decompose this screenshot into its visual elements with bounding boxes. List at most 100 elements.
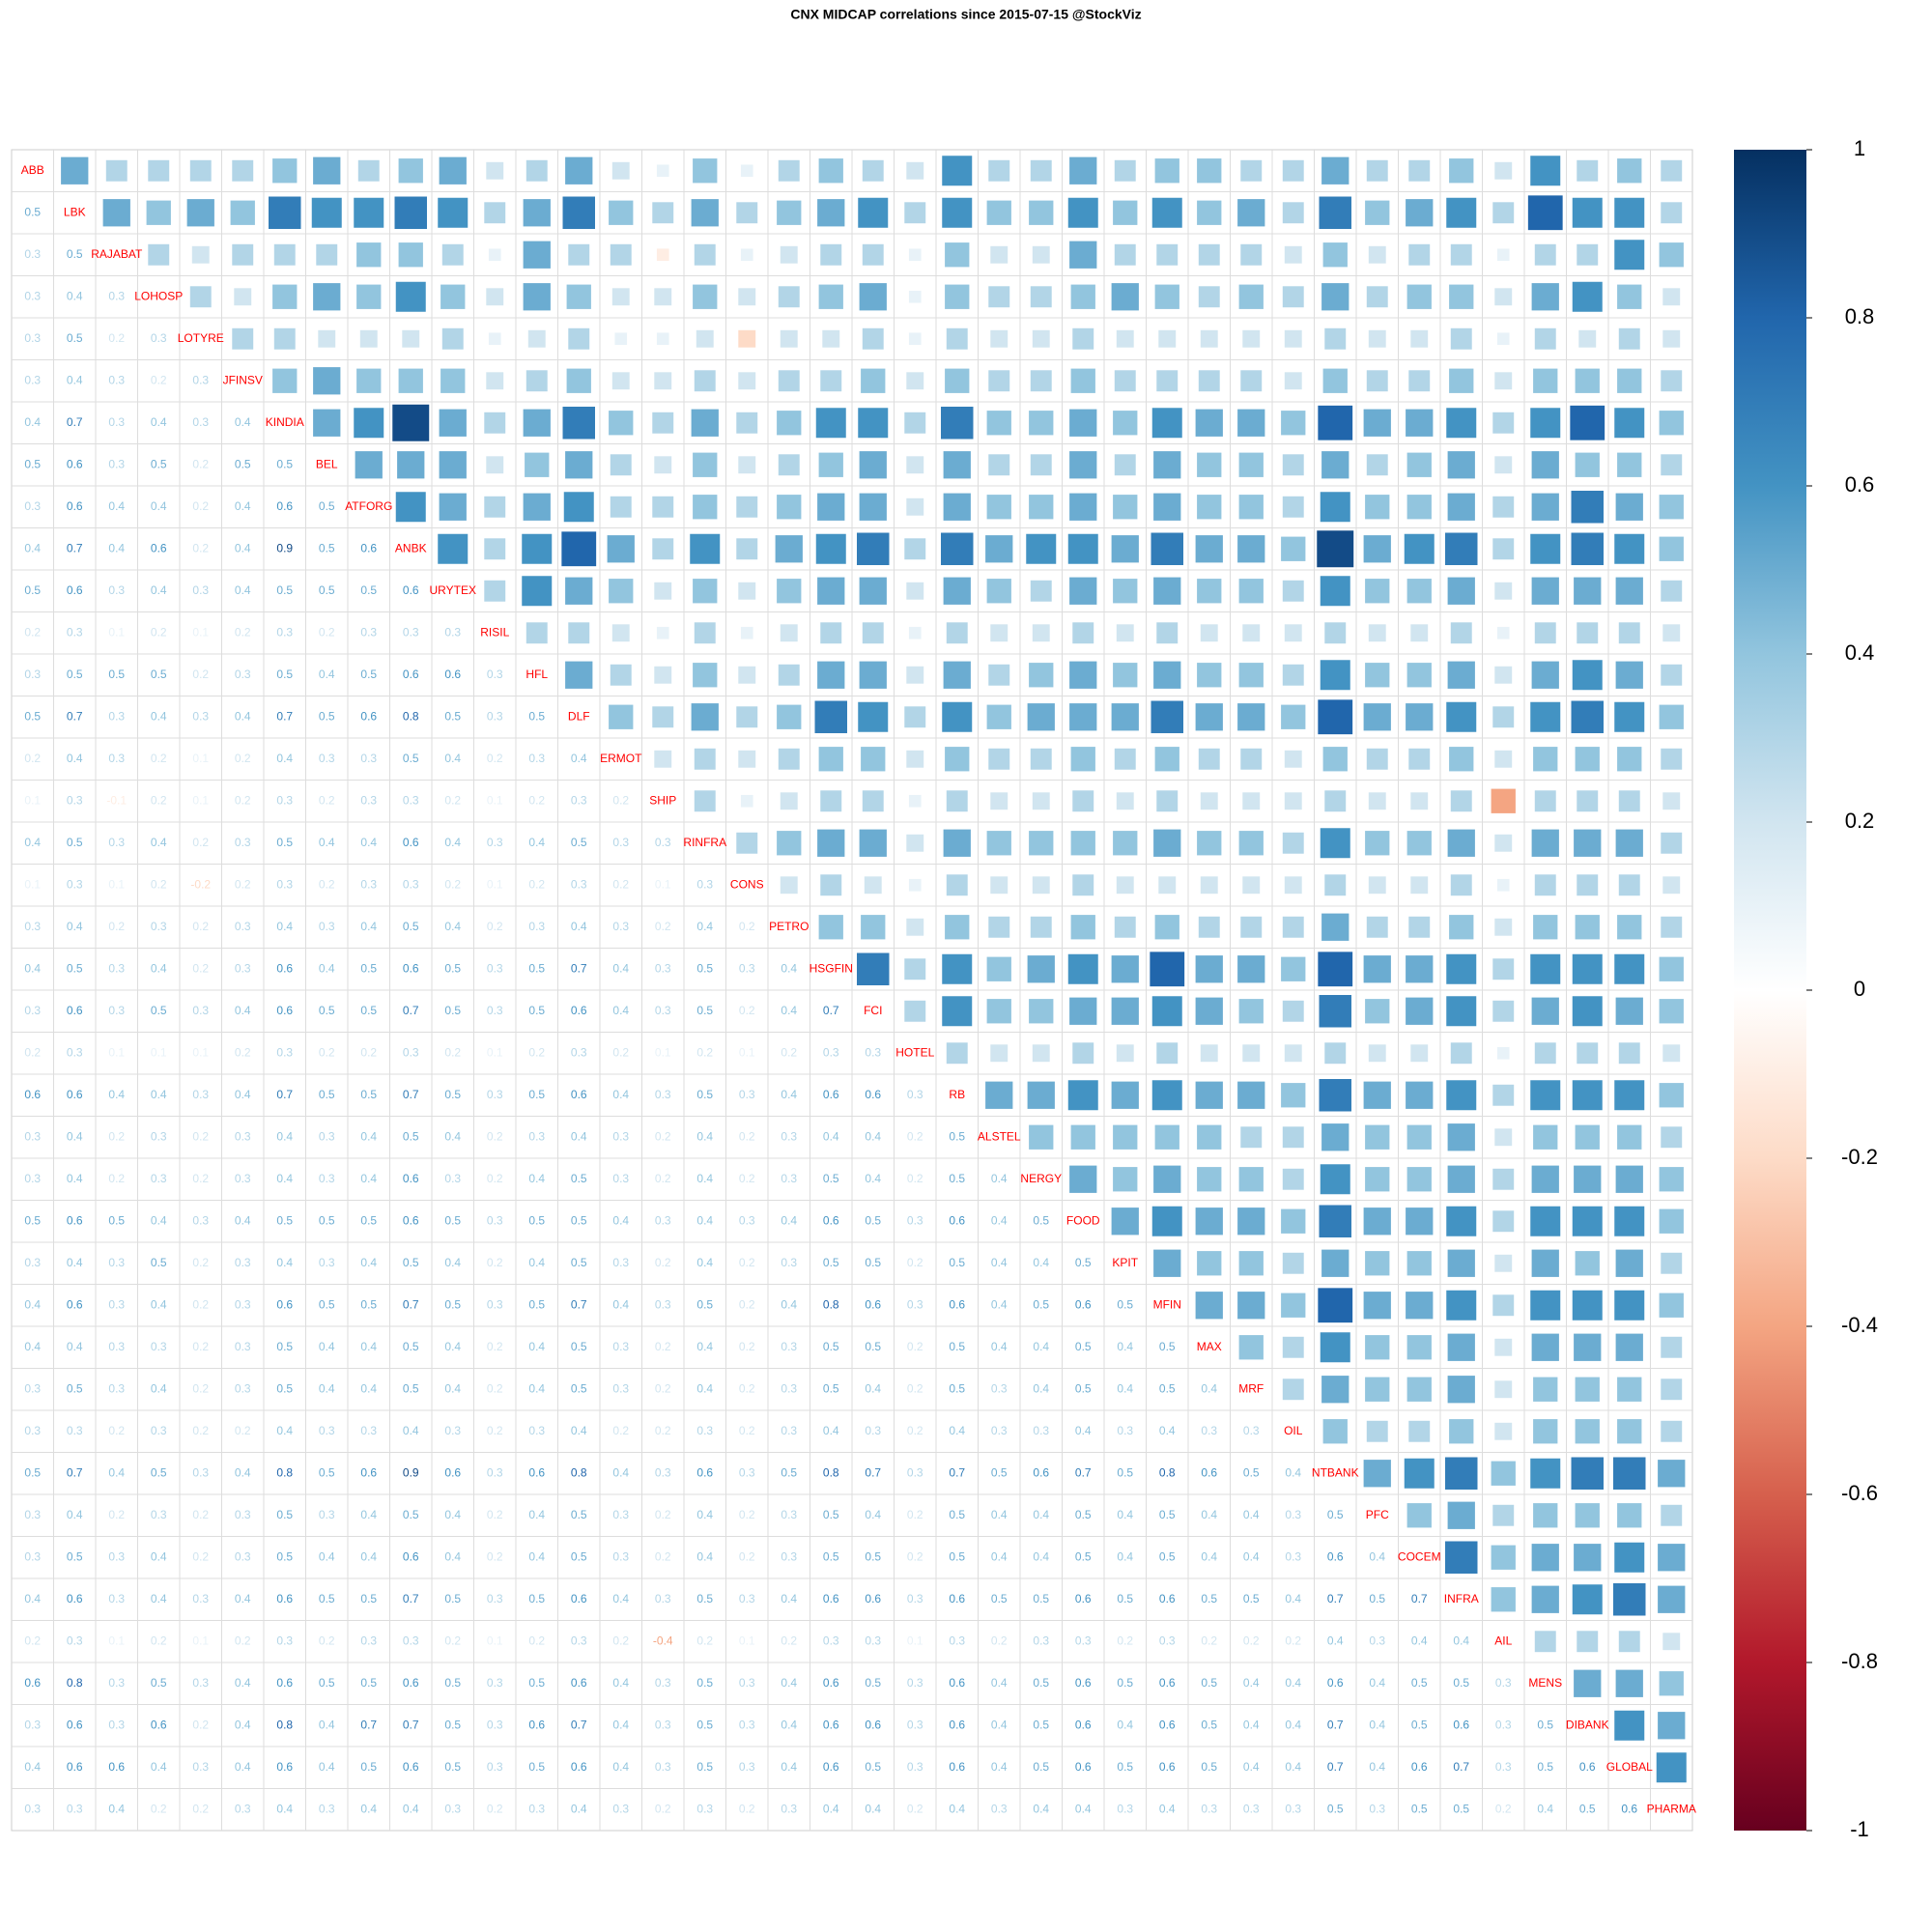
correlation-value: 0.5	[949, 1549, 965, 1563]
correlation-square	[941, 532, 974, 565]
correlation-value: 0.2	[991, 1634, 1008, 1647]
correlation-value: 0.3	[108, 1297, 125, 1311]
correlation-square	[1116, 876, 1134, 895]
correlation-square	[1659, 1167, 1684, 1192]
correlation-square	[438, 197, 469, 228]
correlation-square	[908, 248, 922, 262]
correlation-square	[1613, 1457, 1646, 1490]
correlation-value: 0.5	[1033, 1676, 1049, 1690]
correlation-square	[1320, 1332, 1350, 1363]
correlation-square	[232, 243, 254, 266]
correlation-square	[1531, 1249, 1559, 1277]
correlation-value: 0.5	[1537, 1718, 1553, 1731]
correlation-value: 0.5	[1327, 1802, 1344, 1815]
correlation-square	[1324, 1042, 1347, 1065]
correlation-square	[1615, 997, 1643, 1025]
colorbar-tick-label: -0.6	[1841, 1481, 1878, 1505]
correlation-square	[1661, 748, 1683, 770]
correlation-value: 0.3	[235, 1508, 251, 1521]
correlation-value: 0.5	[319, 499, 335, 513]
correlation-square	[694, 243, 716, 266]
correlation-value: 0.6	[865, 1088, 881, 1101]
correlation-square	[1450, 622, 1472, 644]
diagonal-label: RB	[949, 1088, 965, 1101]
correlation-value: 0.4	[235, 1676, 251, 1690]
correlation-square	[1240, 916, 1263, 938]
correlation-square	[908, 290, 922, 303]
correlation-value: 0.4	[276, 1129, 293, 1143]
correlation-value: 0.6	[1621, 1802, 1637, 1815]
correlation-square	[1240, 243, 1263, 266]
correlation-value: 0.2	[235, 625, 251, 639]
correlation-value: 0.2	[696, 1045, 713, 1059]
correlation-square	[1242, 876, 1261, 895]
correlation-value: 0.2	[235, 752, 251, 765]
correlation-value: 0.5	[319, 1004, 335, 1017]
correlation-square	[1363, 1208, 1391, 1236]
correlation-square	[988, 454, 1010, 476]
correlation-value: 0.2	[444, 1634, 461, 1647]
correlation-value: 0.3	[235, 1340, 251, 1353]
correlation-value: 0.2	[319, 793, 335, 807]
correlation-value: 0.6	[949, 1213, 965, 1227]
correlation-square	[1530, 156, 1561, 186]
correlation-value: 0.4	[1117, 1549, 1133, 1563]
correlation-square	[610, 664, 632, 686]
correlation-square	[1282, 1000, 1304, 1022]
correlation-value: 0.5	[360, 1760, 377, 1774]
correlation-square	[1661, 1504, 1683, 1526]
correlation-value: 0.3	[612, 1256, 629, 1269]
correlation-square	[861, 747, 886, 772]
correlation-value: 0.8	[276, 1465, 293, 1479]
correlation-value: 0.6	[949, 1592, 965, 1605]
correlation-square	[1284, 750, 1302, 768]
correlation-value: 0.2	[487, 1549, 503, 1563]
correlation-square	[1238, 579, 1264, 604]
correlation-square	[523, 199, 551, 227]
correlation-square	[1406, 1167, 1432, 1192]
correlation-square	[1491, 1461, 1516, 1486]
correlation-square	[694, 622, 716, 644]
correlation-square	[1615, 1249, 1643, 1277]
correlation-square	[1116, 792, 1134, 810]
correlation-square	[904, 202, 926, 224]
correlation-square	[1284, 624, 1302, 642]
correlation-square	[946, 622, 968, 644]
correlation-square	[484, 580, 506, 602]
correlation-value: 0.3	[696, 1424, 713, 1437]
correlation-value: 0.6	[403, 1549, 419, 1563]
correlation-value: 0.3	[487, 961, 503, 975]
correlation-square	[232, 159, 254, 182]
correlation-value: 0.3	[528, 920, 545, 933]
correlation-value: 0.6	[528, 1718, 545, 1731]
correlation-square	[1531, 997, 1559, 1025]
correlation-value: 0.2	[192, 1549, 209, 1563]
correlation-square	[611, 288, 630, 306]
correlation-square	[1069, 451, 1097, 479]
correlation-value: 0.3	[24, 1424, 41, 1437]
correlation-value: 0.4	[612, 1676, 629, 1690]
correlation-square	[820, 790, 842, 812]
correlation-value: 0.5	[24, 205, 41, 218]
correlation-square	[1577, 1042, 1599, 1065]
correlation-value: 0.6	[571, 1088, 587, 1101]
correlation-square	[1321, 1376, 1350, 1404]
correlation-value: 0.5	[276, 1381, 293, 1395]
correlation-value: 0.5	[444, 1592, 461, 1605]
correlation-square	[943, 451, 971, 479]
correlation-square	[1240, 159, 1263, 182]
correlation-square	[778, 370, 800, 392]
correlation-value: 0.3	[612, 920, 629, 933]
correlation-value: 0.2	[108, 1129, 125, 1143]
correlation-value: 0.3	[528, 1424, 545, 1437]
correlation-square	[908, 794, 922, 808]
correlation-square	[102, 199, 130, 227]
correlation-square	[778, 664, 800, 686]
correlation-square	[1449, 915, 1474, 940]
correlation-square	[862, 622, 884, 644]
correlation-value: 0.3	[235, 1381, 251, 1395]
correlation-square	[1030, 370, 1052, 392]
correlation-square	[1153, 661, 1181, 689]
correlation-value: 0.7	[276, 709, 293, 723]
correlation-value: 0.3	[487, 1592, 503, 1605]
